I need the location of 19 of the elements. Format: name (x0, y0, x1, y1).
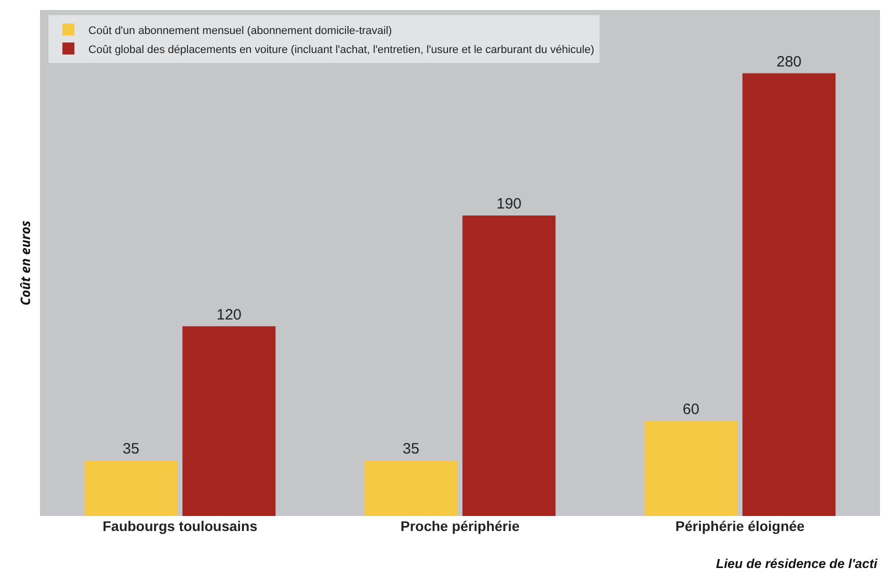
bar (644, 421, 738, 516)
data-label: 35 (122, 440, 140, 458)
data-label: 60 (682, 401, 700, 418)
bar (364, 460, 458, 516)
legend-label: Coût d'un abonnement mensuel (abonnement domicile-travail) (88, 24, 392, 37)
data-label: 190 (496, 196, 522, 213)
x-tick-label: Proche périphérie (400, 518, 520, 534)
data-label: 280 (776, 53, 802, 70)
bar (742, 73, 836, 516)
bar (84, 460, 178, 516)
data-label: 120 (216, 306, 242, 324)
data-label: 35 (402, 440, 420, 458)
y-axis-title: Coût en euros (16, 220, 34, 306)
x-axis-title: Lieu de résidence de l'acti (716, 556, 878, 571)
x-tick-label: Faubourgs toulousains (102, 518, 258, 534)
x-tick-label: Périphérie éloignée (675, 518, 805, 534)
legend-label: Coût global des déplacements en voiture (incluant l'achat, l'entretien, l'usure et le carburant du véhicule) (88, 44, 594, 56)
bar (462, 216, 556, 516)
bar (182, 326, 276, 516)
